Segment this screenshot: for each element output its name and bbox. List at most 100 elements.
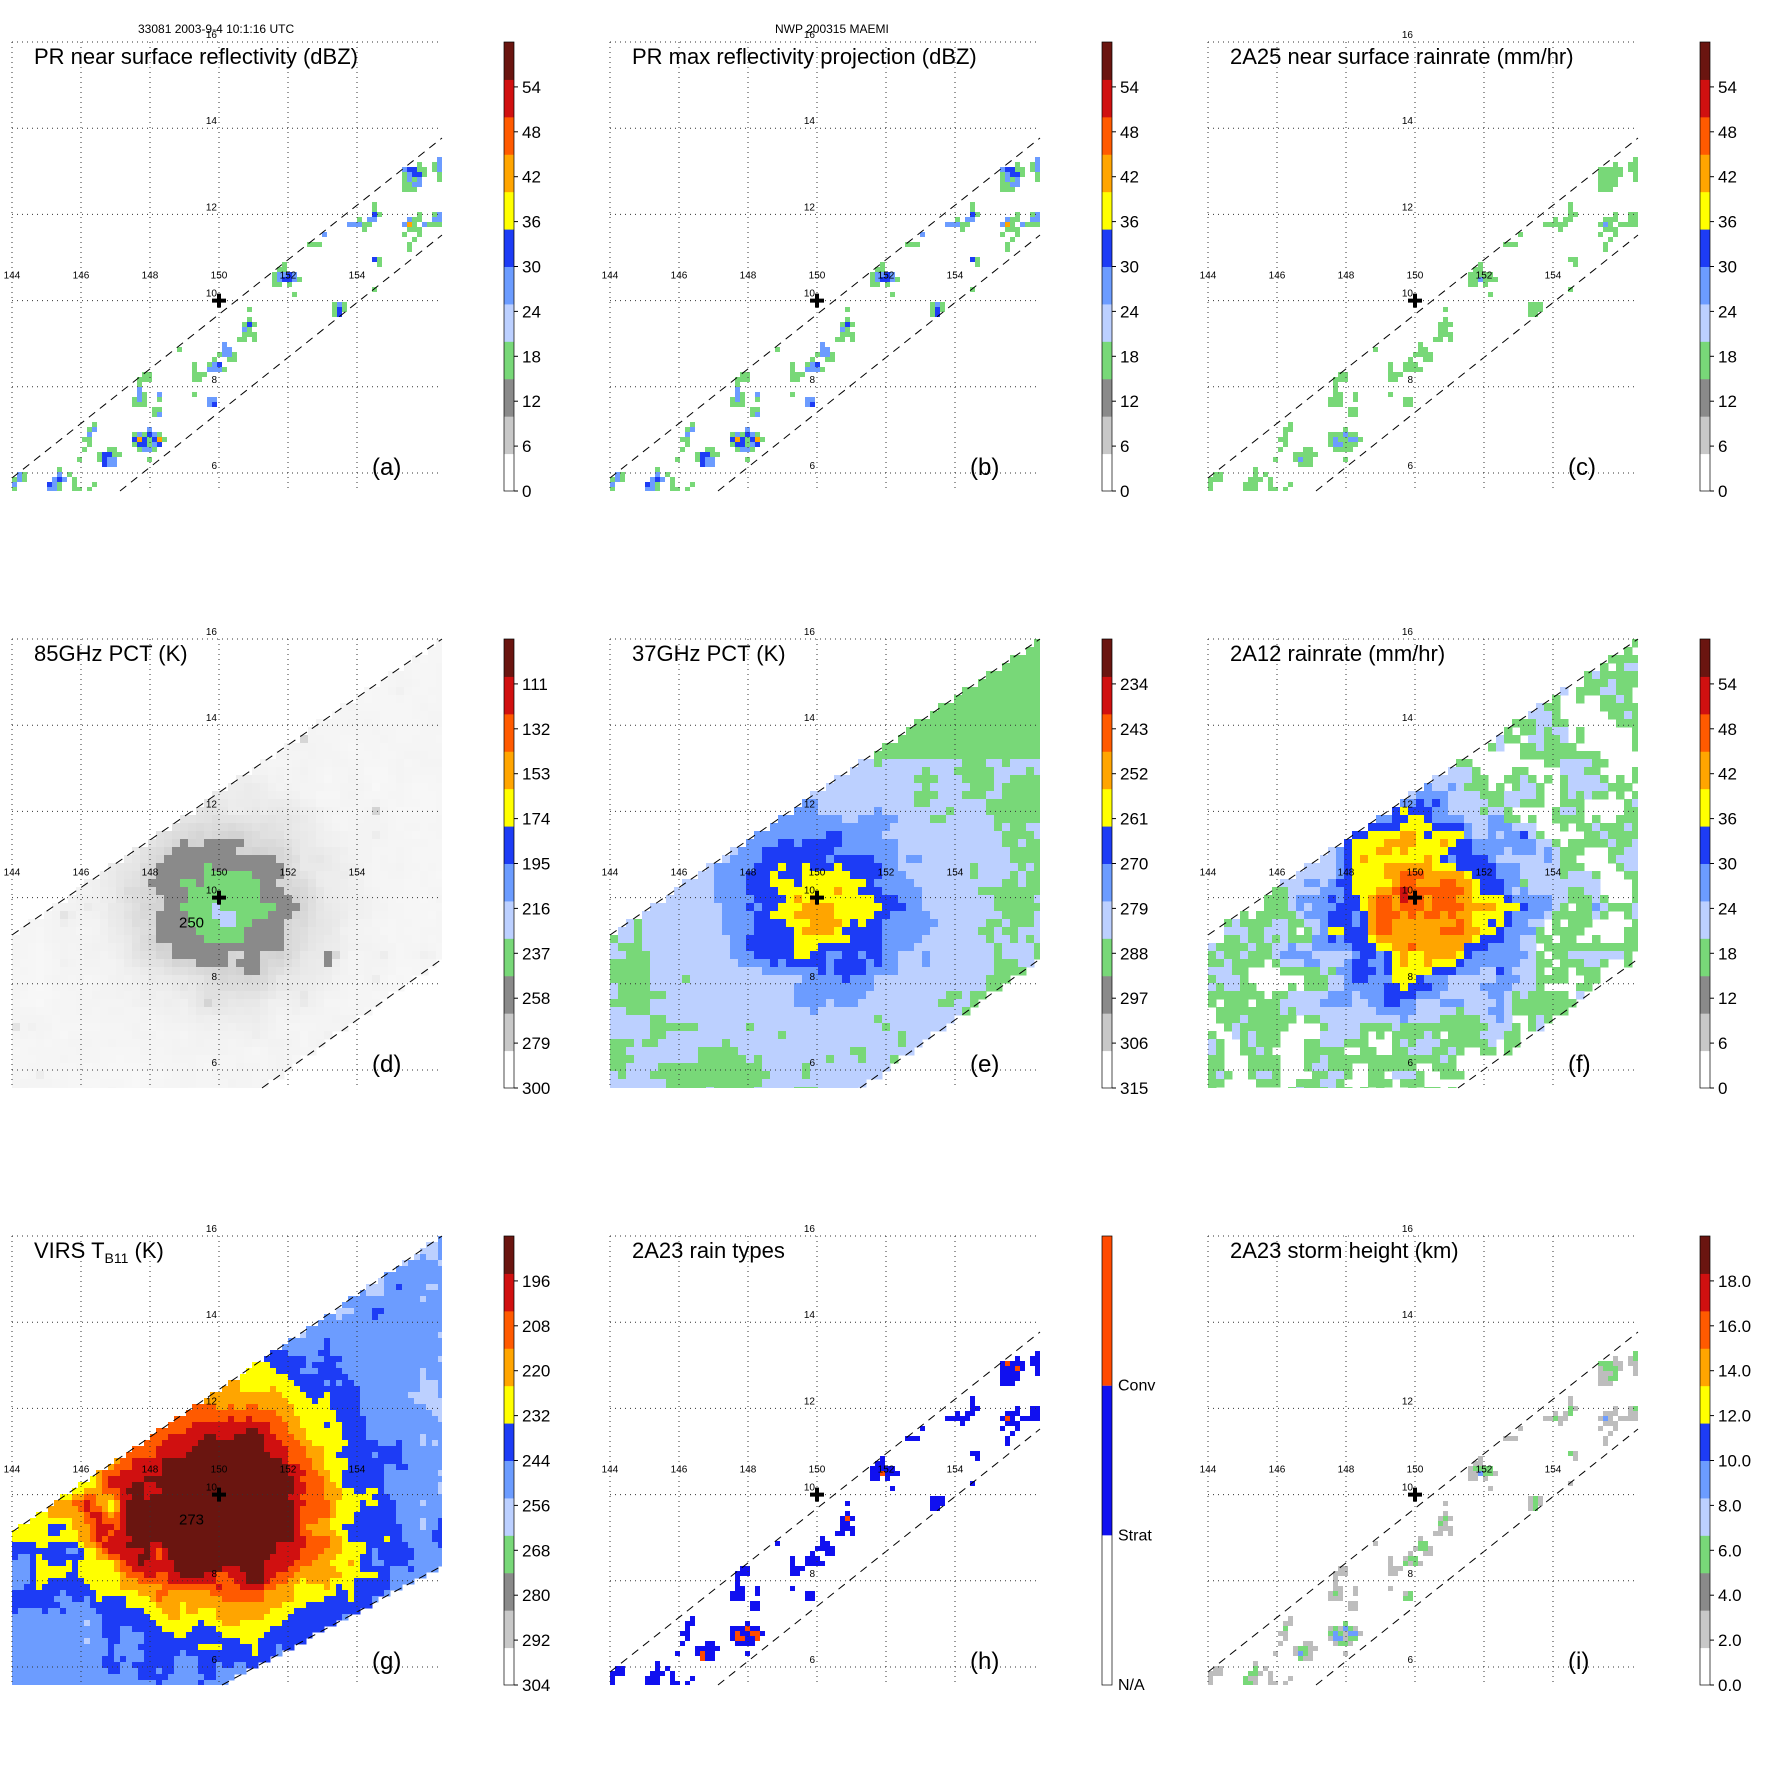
colorbar-label: 234	[1120, 675, 1148, 694]
lat-tick-label: 12	[804, 202, 816, 213]
storm-center-marker-icon	[1408, 293, 1422, 308]
data-field-g	[12, 1236, 442, 1685]
colorbar-label: 4.0	[1718, 1586, 1742, 1605]
lon-tick-label: 144	[602, 868, 619, 879]
colorbar-segment	[1700, 1310, 1710, 1349]
colorbar-frame	[1699, 638, 1711, 1089]
colorbar-label: 306	[1120, 1034, 1148, 1053]
swath-edge-bottom	[1315, 234, 1639, 492]
colorbar-label: 30	[1718, 855, 1737, 874]
colorbar-segment	[504, 826, 514, 864]
lat-tick-label: 6	[211, 1058, 217, 1069]
lat-tick-label: 12	[1402, 1396, 1414, 1407]
colorbar-frame	[1699, 41, 1711, 492]
colorbar-label: 54	[1718, 78, 1737, 97]
colorbar-segment	[504, 900, 514, 939]
swath-edge-top	[1207, 1331, 1639, 1673]
lat-tick-label: 16	[206, 1224, 218, 1235]
colorbar-label: 111	[522, 675, 548, 694]
lon-tick-label: 146	[1269, 271, 1286, 282]
colorbar-label: 220	[522, 1362, 550, 1381]
colorbar-label: N/A	[1118, 1677, 1145, 1694]
colorbar-segment	[1700, 1423, 1710, 1461]
colorbar-segment	[1700, 1236, 1710, 1274]
lon-tick-label: 150	[211, 868, 228, 879]
colorbar-segment	[1700, 266, 1710, 305]
lon-tick-label: 154	[1545, 271, 1562, 282]
colorbar-segment	[504, 1050, 514, 1089]
lon-tick-label: 144	[4, 271, 21, 282]
colorbar-label: 196	[522, 1272, 550, 1291]
lat-tick-label: 6	[809, 1058, 815, 1069]
colorbar-segment	[504, 378, 514, 417]
colorbar-label: 54	[1718, 675, 1737, 694]
colorbar-segment	[504, 79, 514, 118]
lat-tick-label: 8	[809, 375, 815, 386]
storm-center-marker-icon	[810, 890, 824, 905]
colorbar-label: 297	[1120, 989, 1148, 1008]
lon-tick-label: 146	[73, 868, 90, 879]
colorbar-segment	[504, 1460, 514, 1499]
colorbar-segment	[1700, 154, 1710, 193]
colorbar-label: 12	[1718, 989, 1737, 1008]
colorbar-label: 279	[522, 1034, 550, 1053]
colorbar-segment	[1700, 900, 1710, 939]
panel-title: 2A12 rainrate (mm/hr)	[1230, 641, 1445, 666]
lon-tick-label: 154	[349, 868, 366, 879]
lat-tick-label: 8	[211, 1569, 217, 1580]
lat-tick-label: 14	[804, 713, 816, 724]
colorbar-label: 0	[1718, 482, 1727, 501]
colorbar-label: 12	[1120, 392, 1139, 411]
swath-edge-top	[609, 137, 1041, 479]
storm-info: NWP 200315 MAEMI	[775, 22, 889, 36]
data-field-h	[610, 1351, 1040, 1685]
lat-tick-label: 16	[804, 1224, 816, 1235]
lon-tick-label: 146	[73, 1465, 90, 1476]
colorbar-segment	[1102, 900, 1112, 939]
colorbar-label: 174	[522, 810, 550, 829]
lat-tick-label: 14	[804, 1310, 816, 1321]
lat-tick-label: 14	[804, 116, 816, 127]
colorbar-segment	[1102, 713, 1112, 752]
colorbar: 0 6 12 18 24 30 36 42 48 54	[503, 41, 541, 501]
colorbar-segment	[1102, 79, 1112, 118]
colorbar-label: 48	[1718, 123, 1737, 142]
colorbar-segment	[1700, 229, 1710, 267]
lon-tick-label: 148	[740, 868, 757, 879]
colorbar-frame	[1699, 1235, 1711, 1686]
panel-label: (g)	[372, 1648, 401, 1675]
data-field-c	[1208, 157, 1638, 491]
colorbar-label: 195	[522, 855, 550, 874]
colorbar-segment	[1700, 416, 1710, 455]
lon-tick-label: 144	[1200, 868, 1217, 879]
colorbar-segment	[1700, 1460, 1710, 1499]
colorbar-segment	[504, 1610, 514, 1649]
lon-tick-label: 150	[1407, 271, 1424, 282]
colorbar-segment	[1102, 378, 1112, 417]
swath-edge-bottom	[119, 234, 443, 492]
lat-tick-label: 10	[804, 289, 816, 300]
lon-tick-label: 152	[280, 868, 297, 879]
lat-tick-label: 12	[206, 202, 218, 213]
lat-tick-label: 10	[804, 1483, 816, 1494]
colorbar-label: 54	[1120, 78, 1139, 97]
colorbar-label: 16.0	[1718, 1317, 1751, 1336]
lat-tick-label: 6	[1407, 1058, 1413, 1069]
lat-tick-label: 8	[211, 375, 217, 386]
colorbar-segment	[1700, 713, 1710, 752]
lat-tick-label: 8	[211, 972, 217, 983]
lat-tick-label: 10	[1402, 886, 1414, 897]
lon-tick-label: 152	[878, 868, 895, 879]
colorbar-segment	[504, 788, 514, 827]
swath-edge-bottom	[717, 234, 1041, 492]
colorbar: 0 6 12 18 24 30 36 42 48 54	[1699, 41, 1737, 501]
colorbar-label: 279	[1120, 899, 1148, 918]
colorbar-label: 18	[1718, 347, 1737, 366]
lat-tick-label: 14	[1402, 713, 1414, 724]
data-field-d	[12, 639, 442, 1088]
colorbar: N/A Strat Conv	[1101, 1235, 1155, 1694]
swath-edge-top	[1207, 638, 1639, 936]
lon-tick-label: 144	[4, 868, 21, 879]
colorbar-segment	[504, 713, 514, 752]
lat-tick-label: 16	[1402, 627, 1414, 638]
